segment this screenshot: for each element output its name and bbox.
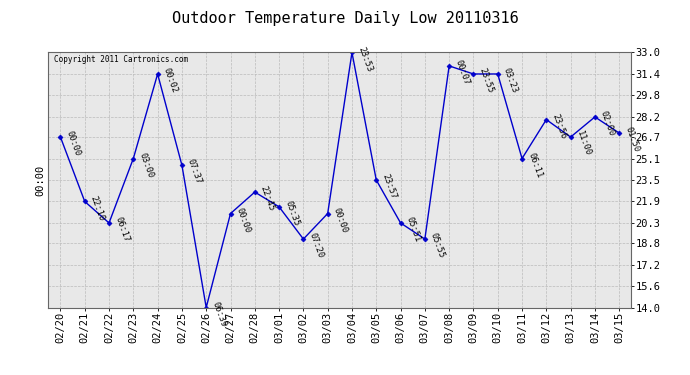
Text: 01:50: 01:50	[623, 126, 641, 153]
Text: 06:17: 06:17	[113, 216, 130, 243]
Text: 06:11: 06:11	[526, 151, 544, 179]
Text: 23:57: 23:57	[380, 173, 398, 201]
Text: 23:53: 23:53	[356, 45, 373, 73]
Text: 03:23: 03:23	[502, 67, 520, 94]
Y-axis label: 00:00: 00:00	[35, 164, 46, 196]
Text: 00:00: 00:00	[332, 206, 349, 234]
Text: 00:07: 00:07	[453, 58, 471, 86]
Text: 22:10: 22:10	[89, 194, 106, 222]
Text: 11:00: 11:00	[575, 130, 592, 158]
Text: 03:00: 03:00	[137, 151, 155, 179]
Text: Copyright 2011 Cartronics.com: Copyright 2011 Cartronics.com	[54, 55, 188, 64]
Text: 06:39: 06:39	[210, 300, 228, 328]
Text: Outdoor Temperature Daily Low 20110316: Outdoor Temperature Daily Low 20110316	[172, 11, 518, 26]
Text: 22:45: 22:45	[259, 185, 277, 213]
Text: 00:00: 00:00	[235, 206, 252, 234]
Text: 23:55: 23:55	[477, 67, 495, 94]
Text: 05:35: 05:35	[284, 200, 301, 227]
Text: 05:55: 05:55	[429, 232, 446, 260]
Text: 02:00: 02:00	[599, 110, 616, 137]
Text: 05:51: 05:51	[405, 216, 422, 243]
Text: 07:37: 07:37	[186, 158, 204, 186]
Text: 07:20: 07:20	[308, 232, 325, 260]
Text: 00:02: 00:02	[161, 67, 179, 94]
Text: 00:00: 00:00	[65, 130, 82, 158]
Text: 23:56: 23:56	[551, 112, 568, 140]
